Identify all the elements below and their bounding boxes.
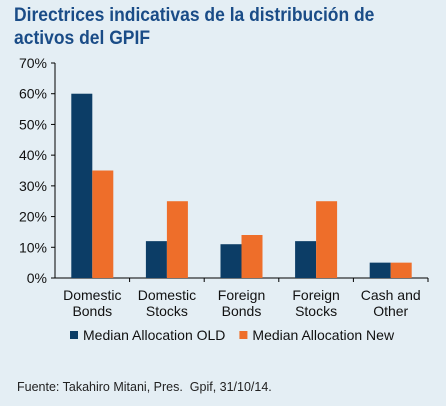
legend-swatch [70, 331, 78, 339]
x-tick-label: Foreign [218, 287, 265, 303]
bar [220, 244, 242, 278]
y-tick-label: 50% [19, 116, 47, 132]
y-tick-label: 70% [19, 55, 47, 71]
chart-title: Directrices indicativas de la distribuci… [14, 5, 375, 49]
y-tick-label: 60% [19, 86, 47, 102]
legend-label: Median Allocation OLD [83, 327, 225, 343]
bar [316, 201, 338, 278]
y-tick-label: 10% [19, 239, 47, 255]
x-tick-label: Bonds [72, 303, 112, 319]
x-tick-label: Domestic [63, 287, 121, 303]
x-tick-label: Foreign [292, 287, 339, 303]
bar [92, 170, 114, 278]
x-tick-label: Other [373, 303, 408, 319]
bar [166, 201, 188, 278]
bar [295, 241, 317, 278]
bar [71, 93, 93, 278]
x-tick-label: Bonds [222, 303, 262, 319]
bar [369, 262, 391, 278]
x-tick-label: Stocks [146, 303, 188, 319]
x-tick-label: Cash and [361, 287, 421, 303]
y-tick-label: 20% [19, 209, 47, 225]
bar [145, 241, 167, 278]
source-note: Fuente: Takahiro Mitani, Pres. Gpif, 31/… [17, 380, 272, 394]
legend-label: Median Allocation New [252, 327, 395, 343]
bar [241, 235, 263, 278]
y-tick-label: 0% [27, 270, 47, 286]
y-tick-label: 30% [19, 178, 47, 194]
x-tick-label: Stocks [295, 303, 337, 319]
legend-swatch [239, 331, 248, 339]
x-tick-label: Domestic [138, 287, 196, 303]
bar [390, 262, 412, 278]
y-tick-label: 40% [19, 147, 47, 163]
